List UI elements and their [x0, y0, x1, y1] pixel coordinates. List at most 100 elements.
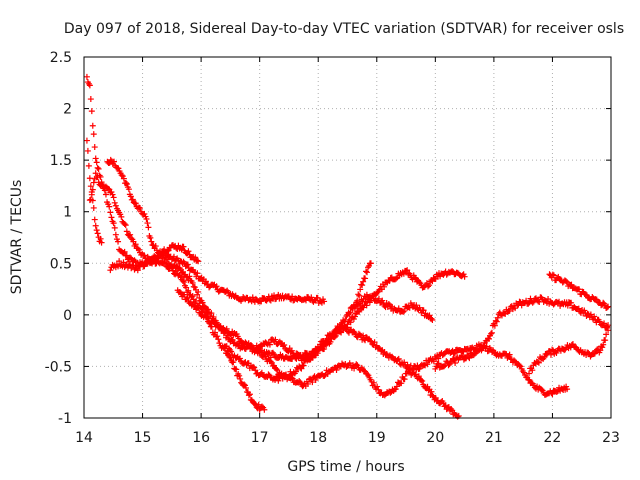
data-point — [272, 336, 279, 343]
data-point — [416, 304, 423, 311]
data-point — [367, 337, 374, 344]
data-point — [366, 299, 373, 306]
data-point — [184, 294, 191, 301]
data-point — [93, 227, 100, 234]
data-point — [307, 375, 314, 382]
data-point — [448, 406, 455, 413]
data-point — [486, 335, 493, 342]
data-point — [351, 305, 358, 312]
data-point — [87, 96, 94, 103]
data-point — [275, 377, 282, 384]
data-point — [458, 352, 465, 359]
data-point — [98, 180, 105, 187]
series-track-9 — [347, 291, 436, 324]
y-tick-label: 2.5 — [50, 50, 72, 66]
data-point — [89, 186, 96, 193]
data-point — [418, 376, 425, 383]
data-point — [152, 243, 159, 250]
data-point — [296, 378, 303, 385]
data-point — [195, 288, 202, 295]
data-point — [99, 182, 106, 189]
data-point — [107, 156, 114, 163]
data-point — [194, 257, 201, 264]
data-point — [180, 243, 187, 250]
data-point — [136, 205, 143, 212]
data-point — [289, 293, 296, 300]
data-point — [378, 348, 385, 355]
data-point — [370, 379, 377, 386]
data-point — [300, 362, 307, 369]
data-point — [605, 303, 612, 310]
data-point — [393, 275, 400, 282]
data-point — [243, 384, 250, 391]
data-point — [313, 352, 320, 359]
data-point — [553, 388, 560, 395]
data-point — [118, 213, 125, 220]
data-point — [375, 386, 382, 393]
chart-title: Day 097 of 2018, Sidereal Day-to-day VTE… — [64, 21, 624, 37]
data-point — [553, 349, 560, 356]
data-point — [123, 180, 130, 187]
data-point — [576, 286, 583, 293]
data-point — [261, 406, 268, 413]
data-point — [343, 313, 350, 320]
data-point — [321, 372, 328, 379]
data-point — [362, 275, 369, 282]
data-point — [249, 294, 256, 301]
data-point — [411, 274, 418, 281]
data-point — [529, 299, 536, 306]
data-point — [387, 389, 394, 396]
data-point — [415, 373, 422, 380]
data-point — [343, 324, 350, 331]
data-point — [568, 281, 575, 288]
data-point — [132, 241, 139, 248]
data-point — [600, 299, 607, 306]
data-point — [451, 350, 458, 357]
data-point — [134, 267, 141, 274]
data-point — [304, 380, 311, 387]
data-point — [288, 347, 295, 354]
data-point — [215, 336, 222, 343]
data-point — [127, 193, 134, 200]
data-point — [324, 339, 331, 346]
data-point — [147, 234, 154, 241]
series-track-8 — [253, 322, 571, 398]
data-point — [246, 391, 253, 398]
data-point — [584, 310, 591, 317]
data-point — [493, 318, 500, 325]
data-point — [112, 202, 119, 209]
data-point — [265, 371, 272, 378]
x-tick-label: 23 — [602, 430, 620, 446]
grid — [84, 57, 611, 418]
data-point — [251, 400, 258, 407]
data-point — [259, 403, 266, 410]
data-point — [195, 304, 202, 311]
data-point — [251, 364, 258, 371]
data-point — [491, 322, 498, 329]
data-point — [371, 339, 378, 346]
data-point — [127, 231, 134, 238]
data-point — [604, 324, 611, 331]
data-point — [603, 331, 610, 338]
data-point — [92, 155, 99, 162]
data-point — [401, 307, 408, 314]
data-point — [208, 310, 215, 317]
data-point — [87, 196, 94, 203]
y-tick-label: 0.5 — [50, 256, 72, 272]
data-point — [272, 377, 279, 384]
data-point — [562, 278, 569, 285]
data-point — [236, 372, 243, 379]
data-point — [224, 350, 231, 357]
y-tick-label: 2 — [63, 102, 72, 118]
data-point — [93, 159, 100, 166]
data-point — [591, 313, 598, 320]
data-point — [526, 370, 533, 377]
data-point — [506, 307, 513, 314]
data-point — [601, 320, 608, 327]
data-point — [195, 258, 202, 265]
data-point — [306, 355, 313, 362]
data-point — [416, 279, 423, 286]
data-point — [141, 252, 148, 259]
data-point — [192, 254, 199, 261]
data-point — [148, 238, 155, 245]
